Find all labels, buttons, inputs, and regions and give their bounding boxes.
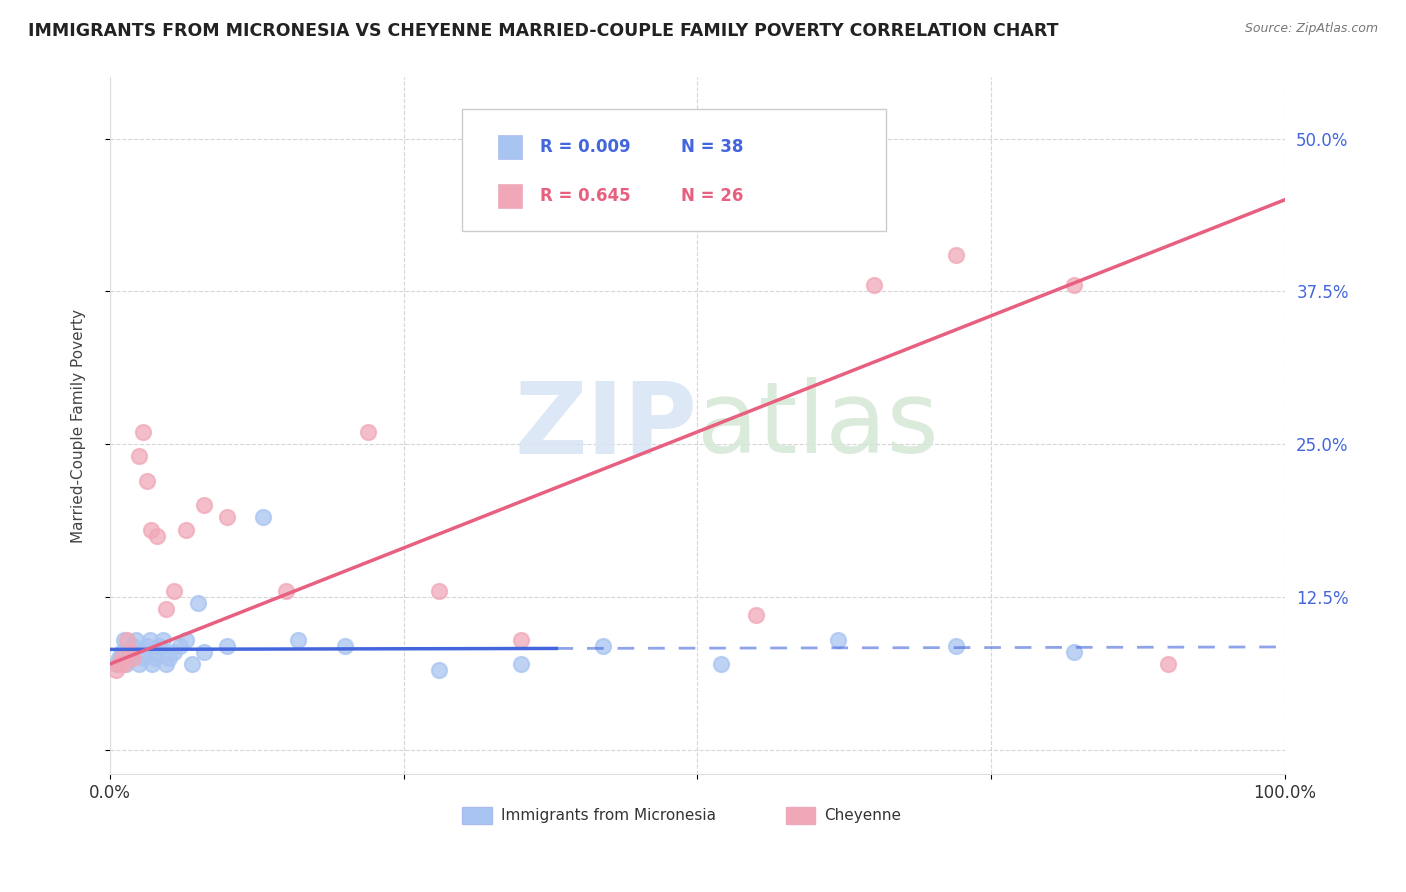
FancyBboxPatch shape [463, 109, 886, 231]
Point [187, 596, 209, 610]
Point [745, 608, 768, 623]
Point [118, 651, 141, 665]
Point [276, 583, 298, 598]
Point [139, 632, 162, 647]
Point [427, 583, 450, 598]
Text: R = 0.009: R = 0.009 [540, 138, 631, 156]
Point [827, 632, 849, 647]
Point [146, 645, 169, 659]
Point [148, 639, 170, 653]
Point [252, 510, 274, 524]
Point [163, 645, 186, 659]
Y-axis label: Married-Couple Family Poverty: Married-Couple Family Poverty [72, 309, 86, 542]
Point [141, 657, 163, 671]
Point [122, 651, 145, 665]
Point [132, 651, 155, 665]
Point [945, 639, 967, 653]
Text: R = 0.645: R = 0.645 [540, 186, 631, 205]
Text: atlas: atlas [697, 377, 939, 475]
Point [217, 639, 239, 653]
Point [128, 657, 150, 671]
Point [112, 657, 135, 671]
Point [112, 632, 135, 647]
Point [193, 498, 215, 512]
Bar [786, 806, 815, 824]
Point [110, 651, 132, 665]
Point [427, 663, 450, 677]
Text: Cheyenne: Cheyenne [824, 807, 901, 822]
Point [193, 645, 215, 659]
Point [143, 651, 166, 665]
Point [132, 425, 155, 439]
Point [117, 632, 139, 647]
Point [217, 510, 239, 524]
Point [710, 657, 733, 671]
Text: N = 38: N = 38 [681, 138, 744, 156]
Point [139, 523, 162, 537]
Point [155, 657, 177, 671]
Point [181, 657, 204, 671]
Text: Immigrants from Micronesia: Immigrants from Micronesia [501, 807, 716, 822]
Point [862, 278, 884, 293]
Point [115, 657, 138, 671]
Point [128, 450, 150, 464]
Point [104, 657, 127, 671]
Point [945, 247, 967, 261]
Bar [463, 806, 492, 824]
Point [357, 425, 380, 439]
Text: N = 26: N = 26 [681, 186, 744, 205]
Point [136, 474, 159, 488]
Point [110, 645, 132, 659]
Point [155, 602, 177, 616]
Point [125, 632, 148, 647]
Point [1063, 278, 1085, 293]
Point [333, 639, 356, 653]
Point [136, 639, 159, 653]
Point [108, 657, 131, 671]
Point [1063, 645, 1085, 659]
Point [163, 583, 186, 598]
Point [104, 663, 127, 677]
Point [152, 632, 174, 647]
Point [174, 523, 197, 537]
Point [287, 632, 309, 647]
Point [120, 645, 142, 659]
Point [122, 639, 145, 653]
Point [120, 645, 142, 659]
Text: Source: ZipAtlas.com: Source: ZipAtlas.com [1244, 22, 1378, 36]
Point [510, 632, 533, 647]
Point [1156, 657, 1178, 671]
Point [169, 639, 191, 653]
Point [134, 645, 156, 659]
Bar [498, 135, 523, 160]
Bar [498, 184, 523, 208]
Point [157, 651, 180, 665]
Point [146, 529, 169, 543]
Point [592, 639, 614, 653]
Point [174, 632, 197, 647]
Text: ZIP: ZIP [515, 377, 697, 475]
Point [108, 651, 131, 665]
Point [510, 657, 533, 671]
Text: IMMIGRANTS FROM MICRONESIA VS CHEYENNE MARRIED-COUPLE FAMILY POVERTY CORRELATION: IMMIGRANTS FROM MICRONESIA VS CHEYENNE M… [28, 22, 1059, 40]
